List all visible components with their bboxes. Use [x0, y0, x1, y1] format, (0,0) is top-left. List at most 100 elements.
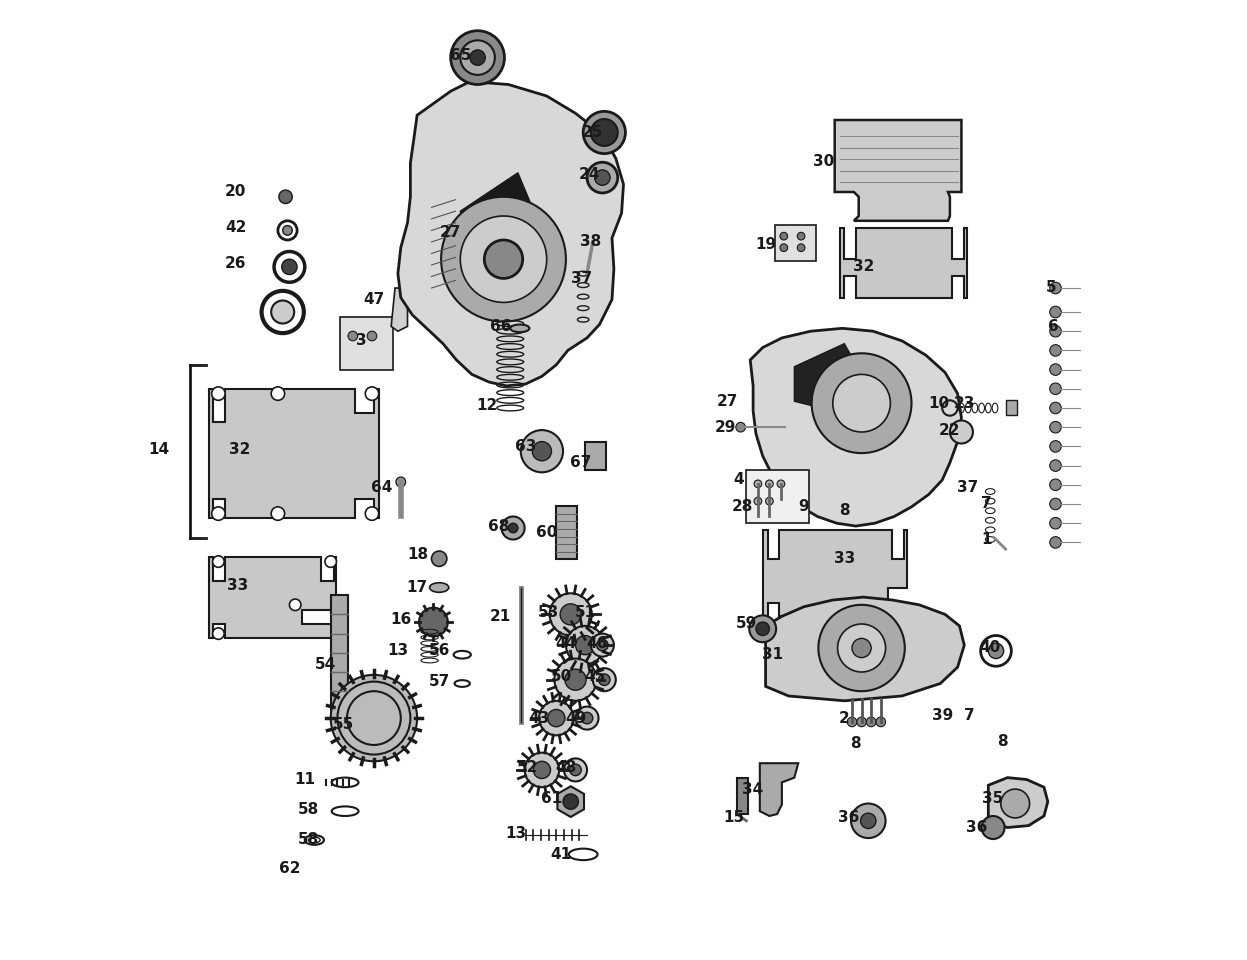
Circle shape [587, 162, 617, 193]
Text: 54: 54 [315, 657, 337, 672]
Text: 31: 31 [762, 647, 783, 662]
Text: 64: 64 [370, 480, 393, 495]
Bar [747, 470, 809, 523]
Text: 10: 10 [928, 396, 949, 411]
Circle shape [847, 717, 857, 727]
Circle shape [736, 422, 746, 432]
Circle shape [509, 523, 518, 533]
Circle shape [576, 707, 599, 730]
Circle shape [566, 626, 605, 664]
Circle shape [365, 387, 379, 400]
Text: 49: 49 [565, 710, 586, 726]
Text: 17: 17 [407, 580, 428, 595]
Circle shape [562, 794, 579, 809]
Text: 44: 44 [555, 636, 576, 651]
Circle shape [875, 717, 885, 727]
Circle shape [754, 480, 762, 488]
Circle shape [431, 551, 446, 566]
Circle shape [1050, 364, 1061, 375]
Text: 65: 65 [450, 48, 471, 63]
Circle shape [1050, 517, 1061, 529]
Circle shape [754, 497, 762, 505]
Text: 35: 35 [983, 791, 1004, 806]
Text: 34: 34 [742, 781, 763, 797]
Circle shape [213, 628, 224, 639]
Circle shape [330, 675, 416, 761]
Text: 6: 6 [1049, 319, 1059, 334]
Text: 43: 43 [529, 710, 550, 726]
Text: 33: 33 [227, 578, 248, 593]
Circle shape [1050, 282, 1061, 294]
Circle shape [560, 604, 581, 625]
Text: 25: 25 [582, 125, 604, 140]
Polygon shape [840, 228, 968, 298]
Circle shape [779, 232, 788, 240]
Text: 38: 38 [580, 234, 601, 250]
Bar [737, 778, 748, 814]
Text: 11: 11 [294, 772, 315, 787]
Polygon shape [392, 288, 408, 331]
Polygon shape [763, 530, 907, 616]
Circle shape [534, 761, 550, 779]
Circle shape [271, 300, 294, 324]
Text: 58: 58 [298, 832, 319, 848]
Circle shape [539, 701, 574, 735]
Circle shape [867, 717, 875, 727]
Text: 52: 52 [516, 760, 539, 776]
Text: 28: 28 [732, 499, 753, 515]
Text: 32: 32 [853, 259, 874, 275]
Text: 42: 42 [224, 220, 247, 235]
Circle shape [212, 387, 226, 400]
Polygon shape [208, 557, 335, 638]
Text: 8: 8 [839, 503, 849, 518]
Circle shape [521, 430, 562, 472]
Circle shape [766, 497, 773, 505]
Circle shape [950, 420, 973, 444]
Circle shape [1050, 383, 1061, 395]
Circle shape [818, 605, 905, 691]
Circle shape [989, 643, 1004, 659]
Circle shape [325, 556, 337, 567]
Text: 19: 19 [754, 237, 776, 252]
Circle shape [470, 50, 485, 65]
Polygon shape [794, 344, 868, 411]
Text: 9: 9 [798, 499, 809, 515]
Text: 1: 1 [981, 532, 991, 547]
Polygon shape [759, 763, 798, 816]
Text: 67: 67 [570, 455, 591, 470]
Circle shape [419, 608, 448, 636]
Circle shape [450, 31, 505, 84]
Text: 18: 18 [408, 547, 429, 563]
Text: 26: 26 [224, 255, 247, 271]
Text: 68: 68 [488, 518, 509, 534]
Circle shape [595, 170, 610, 185]
Bar [330, 595, 348, 710]
Text: 61: 61 [541, 791, 562, 806]
Text: 59: 59 [736, 616, 757, 632]
Circle shape [1050, 460, 1061, 471]
Text: 14: 14 [148, 442, 170, 457]
Circle shape [857, 717, 867, 727]
Circle shape [1050, 402, 1061, 414]
Text: 33: 33 [834, 551, 855, 566]
Circle shape [584, 111, 626, 154]
Text: 22: 22 [939, 422, 960, 438]
Circle shape [1050, 345, 1061, 356]
Circle shape [1050, 306, 1061, 318]
Text: 60: 60 [536, 525, 557, 540]
Text: 62: 62 [278, 861, 301, 876]
Circle shape [833, 374, 890, 432]
Text: 50: 50 [550, 669, 571, 684]
Text: 20: 20 [224, 184, 247, 200]
Text: 3: 3 [357, 333, 367, 348]
Circle shape [581, 712, 592, 724]
Text: 27: 27 [717, 394, 738, 409]
Circle shape [1050, 441, 1061, 452]
Circle shape [599, 674, 610, 685]
Text: 24: 24 [579, 167, 601, 182]
Text: 21: 21 [490, 609, 511, 624]
Circle shape [981, 816, 1005, 839]
Circle shape [766, 480, 773, 488]
Circle shape [812, 353, 912, 453]
Circle shape [271, 387, 284, 400]
